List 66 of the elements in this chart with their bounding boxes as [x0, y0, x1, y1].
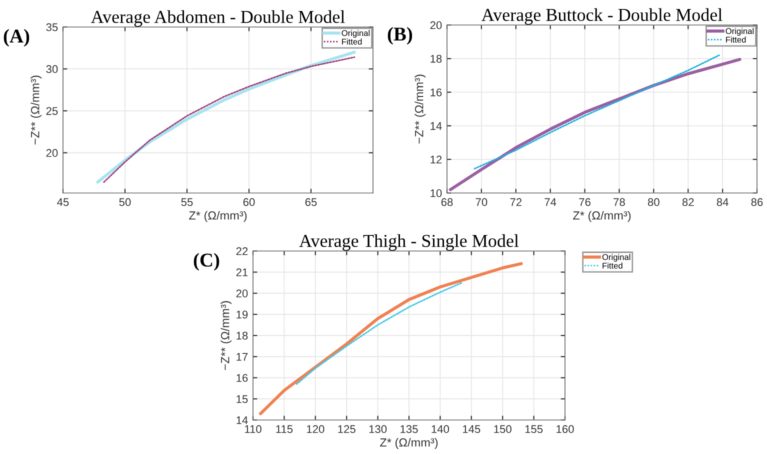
- legend-label: Original: [342, 30, 370, 38]
- text: (B): [388, 27, 412, 45]
- chart-title: Average Buttock - Double Model: [482, 8, 722, 25]
- y-tick-label: 16: [430, 88, 442, 96]
- y-tick-label: 20: [430, 21, 442, 30]
- y-tick-label: 14: [236, 416, 248, 424]
- y-tick-label: 21: [236, 268, 248, 276]
- x-axis-title: Z* (Ω/mm³): [189, 210, 247, 222]
- x-tick-label: 155: [525, 425, 543, 434]
- text: (A): [4, 29, 30, 47]
- x-tick-label: 70: [476, 198, 488, 206]
- x-tick-label: 125: [338, 425, 356, 434]
- line-series: [474, 54, 720, 170]
- legend-label: Fitted: [726, 36, 746, 43]
- chart-title: Average Thigh - Single Model: [299, 234, 519, 251]
- y-axis-title: −Z** (Ω/mm³): [30, 76, 42, 144]
- x-tick-label: 68: [441, 198, 453, 206]
- y-tick-label: 20: [46, 149, 58, 157]
- x-tick-label: 145: [462, 425, 480, 434]
- text: (C): [194, 253, 220, 271]
- chart-title: Average Abdomen - Double Model: [90, 10, 345, 27]
- y-tick-label: 18: [236, 332, 248, 340]
- y-tick-label: 17: [236, 353, 248, 361]
- x-tick-label: 110: [244, 425, 262, 434]
- x-tick-label: 82: [682, 198, 694, 206]
- line-series: [296, 282, 463, 385]
- y-tick-label: 14: [430, 122, 442, 130]
- legend-label: Original: [602, 254, 630, 262]
- x-axis-title: Z* (Ω/mm³): [380, 438, 438, 449]
- y-tick-label: 16: [236, 374, 248, 382]
- x-tick-label: 135: [400, 425, 418, 434]
- x-tick-label: 60: [243, 198, 255, 206]
- x-tick-label: 115: [276, 425, 293, 434]
- x-tick-label: 120: [306, 425, 324, 434]
- x-tick-label: 84: [716, 198, 728, 206]
- y-tick-label: 10: [430, 189, 442, 198]
- x-tick-label: 45: [57, 198, 69, 206]
- y-axis-title: −Z** (Ω/mm³): [220, 301, 232, 370]
- x-tick-label: 80: [648, 198, 660, 206]
- y-tick-label: 35: [46, 23, 58, 32]
- x-tick-label: 50: [119, 198, 131, 206]
- y-tick-label: 15: [236, 395, 248, 404]
- y-tick-label: 25: [46, 107, 58, 115]
- x-tick-label: 86: [751, 198, 763, 206]
- line-series: [258, 262, 523, 416]
- y-tick-label: 12: [430, 156, 442, 164]
- y-tick-label: 18: [430, 54, 442, 63]
- y-axis-title: −Z** (Ω/mm³): [414, 74, 426, 144]
- y-tick-label: 30: [46, 65, 58, 74]
- x-tick-label: 140: [432, 425, 450, 434]
- x-tick-label: 78: [614, 198, 625, 206]
- x-tick-label: 160: [556, 425, 574, 434]
- x-tick-label: 65: [305, 198, 317, 206]
- x-tick-label: 72: [510, 198, 522, 206]
- x-tick-label: 74: [544, 198, 556, 206]
- legend-label: Fitted: [602, 262, 622, 269]
- x-axis-title: Z* (Ω/mm³): [573, 210, 631, 222]
- legend-label: Fitted: [342, 38, 362, 45]
- x-tick-label: 76: [579, 198, 590, 206]
- y-tick-label: 22: [236, 247, 248, 256]
- y-tick-label: 19: [236, 310, 248, 319]
- legend-label: Original: [726, 28, 754, 36]
- x-tick-label: 130: [369, 425, 387, 434]
- x-tick-label: 55: [181, 198, 193, 206]
- y-tick-label: 20: [236, 290, 248, 298]
- x-tick-label: 150: [494, 425, 512, 434]
